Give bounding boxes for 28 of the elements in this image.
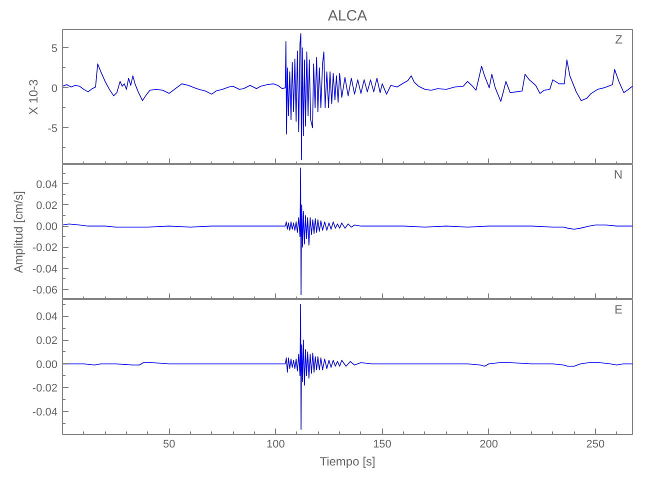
y-tick-label: -0.04 — [32, 263, 58, 276]
x-tick-label: 100 — [266, 438, 285, 450]
chart-title: ALCA — [328, 8, 368, 24]
y-tick-label: 0 — [51, 82, 58, 95]
y-tick-label: -5 — [48, 122, 58, 135]
y-tick-label: 0.00 — [36, 221, 58, 234]
x-axis-title: Tiempo [s] — [320, 454, 376, 468]
y-axis-title: X 10-3 — [26, 78, 41, 115]
line-series — [62, 168, 632, 296]
y-tick-label: 5 — [51, 42, 58, 55]
y-tick-label: 0.02 — [36, 335, 58, 348]
annotation: E — [614, 302, 623, 316]
x-tick-label: 250 — [586, 438, 605, 450]
x-tick-label: 200 — [480, 438, 498, 450]
y-tick-label: 0.02 — [36, 200, 58, 212]
annotation: Z — [615, 32, 623, 46]
y-tick-label: 0.00 — [36, 358, 58, 371]
y-tick-label: -0.02 — [32, 242, 58, 254]
y-tick-label: -0.04 — [32, 406, 58, 419]
y-tick-label: 0.04 — [36, 311, 58, 324]
x-tick-label: 50 — [162, 438, 176, 450]
annotation: N — [614, 168, 623, 182]
y-axis-title: Amplitud [cm/s] — [11, 190, 26, 274]
y-tick-label: -0.06 — [32, 284, 58, 296]
y-tick-label: 0.04 — [36, 178, 58, 191]
line-series — [62, 33, 632, 160]
x-tick-label: 150 — [373, 438, 392, 450]
y-tick-label: -0.02 — [32, 382, 58, 395]
